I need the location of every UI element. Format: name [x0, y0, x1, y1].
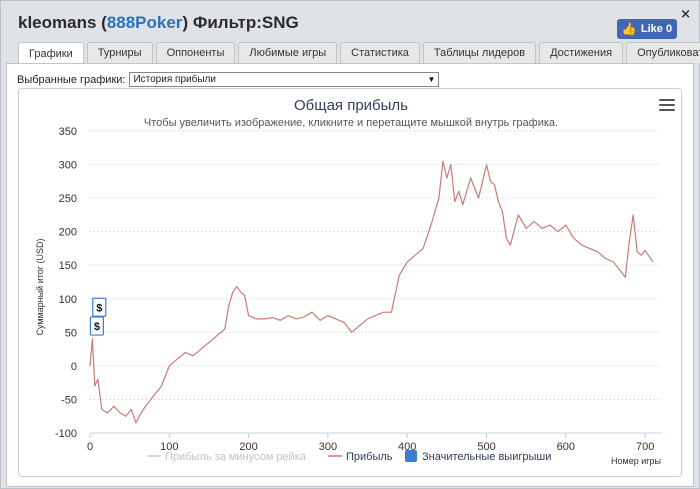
x-tick-label: 700 — [636, 441, 654, 453]
chart-selector-row: Выбранные графики: История прибыли ▼ — [17, 72, 440, 87]
facebook-like-button[interactable]: 👍 Like 0 — [617, 19, 677, 39]
chart-selector-dropdown[interactable]: История прибыли ▼ — [129, 72, 440, 87]
tab-statistics[interactable]: Статистика — [340, 42, 420, 63]
tab-tournaments[interactable]: Турниры — [86, 42, 153, 63]
close-button[interactable]: × — [680, 7, 691, 22]
tab-charts[interactable]: Графики — [18, 42, 84, 64]
y-tick-label: 0 — [71, 361, 77, 373]
big-win-flag — [89, 316, 104, 336]
tab-leaderboards[interactable]: Таблицы лидеров — [422, 42, 537, 63]
chart-selector-value: История прибыли — [133, 74, 216, 85]
y-tick-label: 50 — [65, 327, 77, 339]
profit-chart[interactable]: Общая прибыль Чтобы увеличить изображени… — [18, 88, 682, 477]
tab-achievements[interactable]: Достижения — [539, 42, 624, 63]
x-tick-label: 0 — [87, 441, 93, 453]
title-suffix: ) Фильтр:SNG — [182, 13, 299, 32]
x-axis-label: Номер игры — [611, 456, 661, 466]
x-tick-label: 200 — [239, 441, 257, 453]
chart-canvas[interactable]: Общая прибыль Чтобы увеличить изображени… — [19, 89, 683, 478]
title-prefix: kleomans ( — [18, 13, 107, 32]
profit-series-line — [89, 160, 654, 424]
big-win-flag-label: $ — [96, 302, 102, 314]
y-tick-label: 150 — [59, 260, 77, 272]
legend-net-profit-label: Прибыль за минусом рейка — [165, 451, 307, 463]
legend-profit-label: Прибыль — [346, 451, 393, 463]
content-panel: Выбранные графики: История прибыли ▼ Общ… — [6, 63, 694, 487]
y-tick-label: -50 — [61, 394, 77, 406]
chart-title: Общая прибыль — [294, 97, 408, 114]
chart-menu-icon[interactable] — [659, 99, 675, 113]
tab-opponents[interactable]: Оппоненты — [155, 42, 236, 63]
y-tick-label: 200 — [59, 227, 77, 239]
y-tick-label: 250 — [59, 193, 77, 205]
tab-favorite-games[interactable]: Любимые игры — [238, 42, 338, 63]
chart-subtitle: Чтобы увеличить изображение, кликните и … — [144, 117, 558, 129]
legend-big-wins-label: Значительные выигрыши — [422, 451, 551, 463]
like-label: Like 0 — [640, 23, 673, 35]
y-tick-label: 300 — [59, 160, 77, 172]
tab-publish[interactable]: Опубликовать — [626, 42, 700, 63]
window-title: kleomans (888Poker) Фильтр:SNG — [18, 13, 299, 33]
x-tick-label: 100 — [160, 441, 178, 453]
chart-selector-label: Выбранные графики: — [17, 73, 126, 86]
legend-big-wins-swatch — [405, 450, 417, 462]
big-win-flag — [92, 297, 107, 317]
y-tick-label: 350 — [59, 126, 77, 138]
thumb-up-icon: 👍 — [621, 22, 637, 36]
site-link[interactable]: 888Poker — [106, 13, 183, 32]
y-tick-label: -100 — [55, 428, 77, 440]
x-tick-label: 300 — [319, 441, 337, 453]
x-tick-label: 500 — [477, 441, 495, 453]
x-tick-label: 600 — [557, 441, 575, 453]
tab-bar: Графики Турниры Оппоненты Любимые игры С… — [18, 42, 700, 64]
dropdown-arrow-icon: ▼ — [427, 75, 436, 84]
y-axis-label: Суммарный итог (USD) — [35, 238, 45, 335]
y-tick-label: 100 — [59, 294, 77, 306]
big-win-flag-label: $ — [94, 321, 100, 333]
title-bar: kleomans (888Poker) Фильтр:SNG × 👍 Like … — [1, 1, 699, 45]
